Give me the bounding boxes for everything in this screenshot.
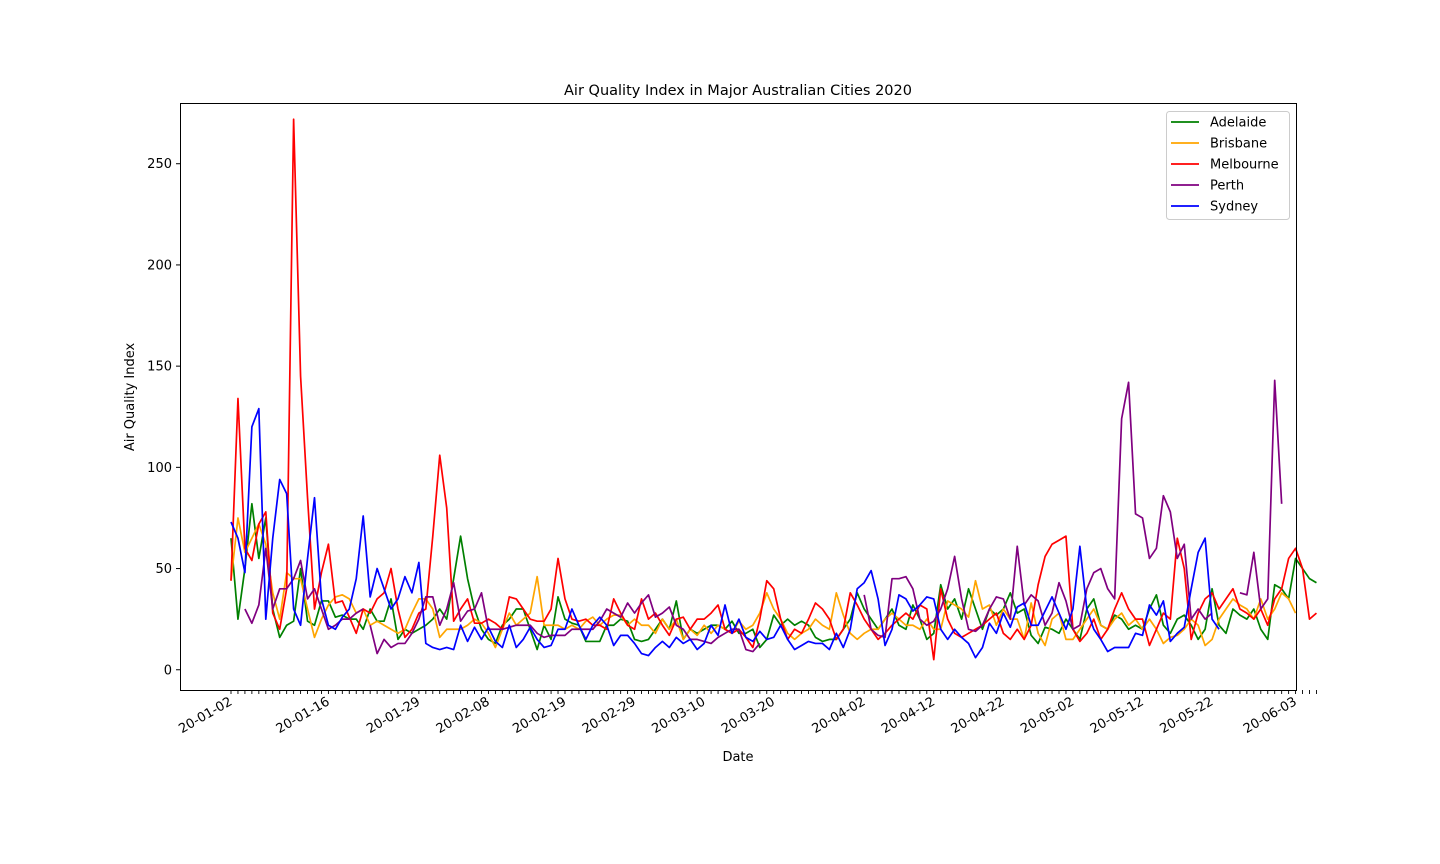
y-axis: 0 50 100 150 200 250	[147, 157, 180, 678]
series-line-perth	[369, 581, 761, 655]
legend-item-perth: Perth	[1171, 179, 1244, 194]
legend-label: Adelaide	[1210, 116, 1266, 131]
y-tick-label: 250	[147, 157, 172, 172]
legend-item-sydney: Sydney	[1171, 200, 1258, 215]
legend-label: Perth	[1210, 179, 1244, 194]
series-line-perth	[244, 547, 364, 631]
legend-item-adelaide: Adelaide	[1171, 116, 1266, 131]
plot-area	[230, 118, 1318, 661]
series-melbourne	[230, 118, 1318, 661]
y-tick-label: 0	[164, 663, 172, 678]
legend-box	[1166, 111, 1290, 220]
legend-label: Brisbane	[1210, 137, 1267, 152]
legend-label: Melbourne	[1210, 158, 1279, 173]
legend-label: Sydney	[1210, 200, 1258, 215]
series-perth	[244, 379, 1283, 655]
legend-item-melbourne: Melbourne	[1171, 158, 1279, 173]
series-line-melbourne	[230, 118, 1318, 661]
y-axis-label: Air Quality Index	[123, 343, 138, 452]
x-axis-label: Date	[722, 750, 753, 765]
y-tick-label: 100	[147, 461, 172, 476]
y-tick-label: 200	[147, 258, 172, 273]
series-sydney	[230, 407, 1220, 659]
y-tick-label: 50	[155, 562, 172, 577]
legend: Adelaide Brisbane Melbourne Perth Sydney	[1166, 111, 1290, 220]
series-line-perth	[863, 381, 1213, 639]
y-tick-label: 150	[147, 360, 172, 375]
series-line-sydney	[230, 407, 1220, 659]
series-line-perth	[1239, 379, 1283, 610]
legend-item-brisbane: Brisbane	[1171, 137, 1267, 152]
chart-title: Air Quality Index in Major Australian Ci…	[564, 83, 912, 99]
